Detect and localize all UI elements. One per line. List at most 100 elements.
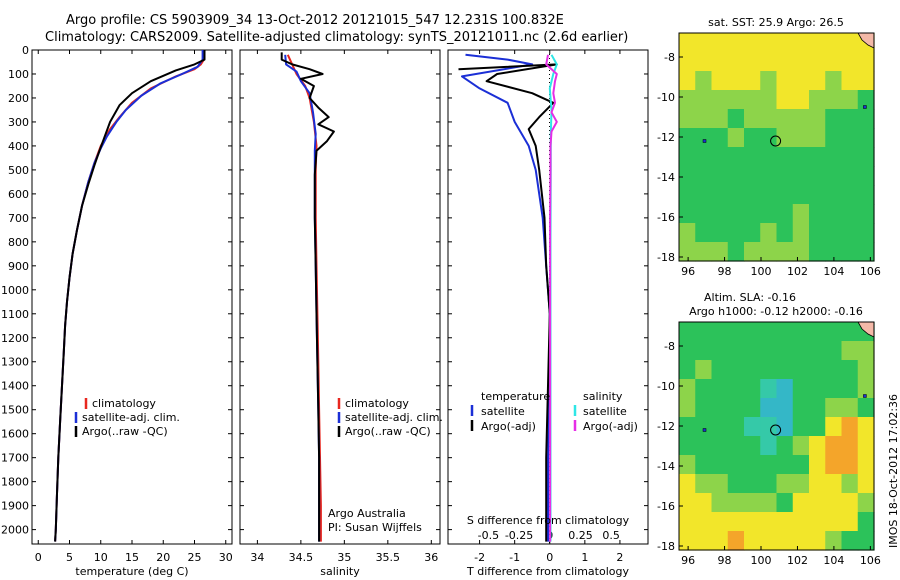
s-tick-label: 0.25: [568, 529, 593, 542]
map-cell: [857, 147, 875, 167]
temperature-panel: 0100200300400500600700800900100011001200…: [1, 44, 233, 578]
map-cell: [857, 512, 875, 532]
map-cell: [857, 128, 875, 148]
map-cell: [841, 242, 859, 262]
map-cell: [809, 223, 826, 243]
map-cell: [695, 474, 713, 494]
map-cell: [857, 531, 875, 551]
map-cell: [760, 90, 778, 110]
map-cell: [727, 71, 745, 91]
x-tick-label: 96: [681, 265, 695, 278]
x-tick-label: 98: [718, 554, 732, 567]
map-cell: [841, 398, 859, 418]
map-cell: [744, 417, 761, 437]
map-cell: [679, 242, 696, 262]
map-cell: [760, 33, 778, 53]
map-cell: [825, 512, 843, 532]
map-cell: [857, 436, 875, 456]
y-tick-label: 1000: [1, 284, 29, 297]
y-tick-label: 1800: [1, 476, 29, 489]
y-tick-label: 900: [8, 260, 29, 273]
x-tick-label: 30: [219, 551, 233, 564]
x-tick-label: 35.5: [376, 551, 401, 564]
x-tick-label: 106: [860, 554, 881, 567]
map-cell: [792, 379, 810, 399]
y-tick-label: 800: [8, 236, 29, 249]
map-cell: [825, 360, 843, 380]
temperature-xlabel: temperature (deg C): [75, 565, 188, 578]
sst-map-title: sat. SST: 25.9 Argo: 26.5: [708, 16, 844, 29]
map-cell: [809, 242, 826, 262]
map-cell: [792, 33, 810, 53]
x-tick-label: 20: [156, 551, 170, 564]
x-tick-label: 96: [681, 554, 695, 567]
map-cell: [792, 223, 810, 243]
station-dot: [702, 428, 707, 432]
map-cell: [760, 242, 778, 262]
map-cell: [792, 341, 810, 361]
legend-label-s-argo: Argo(-adj): [583, 420, 638, 433]
map-cell: [727, 417, 745, 437]
map-cell: [695, 71, 713, 91]
map-cell: [679, 379, 696, 399]
map-cell: [776, 322, 794, 342]
map-cell: [760, 109, 778, 129]
sla-map-markers: [702, 394, 867, 436]
map-cell: [809, 379, 826, 399]
map-cell: [760, 166, 778, 186]
map-cell: [744, 493, 761, 513]
map-cell: [857, 455, 875, 475]
map-cell: [727, 52, 745, 72]
x-tick-label: 104: [823, 554, 844, 567]
map-cell: [744, 379, 761, 399]
legend-label-argo: Argo(..raw -QC): [345, 425, 431, 438]
y-tick-label: -12: [657, 131, 675, 144]
map-cell: [679, 398, 696, 418]
y-tick-label: -16: [657, 500, 675, 513]
map-cell: [727, 512, 745, 532]
salinity-panel: 34 34.5 35 35.5 36 salinity climatology sate…: [239, 49, 443, 578]
difference-xlabel-top: S difference from climatology: [467, 514, 630, 527]
map-cell: [857, 493, 875, 513]
map-cell: [809, 52, 826, 72]
map-cell: [809, 90, 826, 110]
map-cell: [792, 455, 810, 475]
map-cell: [711, 474, 729, 494]
map-cell: [727, 360, 745, 380]
map-cell: [825, 474, 843, 494]
map-cell: [695, 493, 713, 513]
map-cell: [695, 185, 713, 205]
map-cell: [857, 360, 875, 380]
map-cell: [711, 166, 729, 186]
map-cell: [841, 52, 859, 72]
argo-profile-marker: [770, 135, 782, 147]
difference-legend: temperature satellite Argo(-adj) salinit…: [470, 390, 638, 433]
map-cell: [711, 109, 729, 129]
legend-label-t-argo: Argo(-adj): [481, 420, 536, 433]
map-cell: [679, 493, 696, 513]
map-cell: [711, 531, 729, 551]
map-cell: [792, 90, 810, 110]
map-cell: [792, 360, 810, 380]
map-cell: [841, 474, 859, 494]
map-cell: [695, 33, 713, 53]
map-cell: [825, 322, 843, 342]
x-tick-label: 25: [188, 551, 202, 564]
map-cell: [857, 109, 875, 129]
map-cell: [679, 166, 696, 186]
map-cell: [727, 398, 745, 418]
map-cell: [695, 128, 713, 148]
map-cell: [792, 474, 810, 494]
map-cell: [809, 512, 826, 532]
map-cell: [857, 379, 875, 399]
map-cell: [776, 242, 794, 262]
map-cell: [792, 512, 810, 532]
map-cell: [695, 455, 713, 475]
y-tick-label: 100: [8, 68, 29, 81]
map-cell: [809, 33, 826, 53]
map-cell: [679, 360, 696, 380]
y-tick-label: -16: [657, 211, 675, 224]
map-cell: [841, 493, 859, 513]
map-cell: [792, 71, 810, 91]
map-cell: [727, 531, 745, 551]
